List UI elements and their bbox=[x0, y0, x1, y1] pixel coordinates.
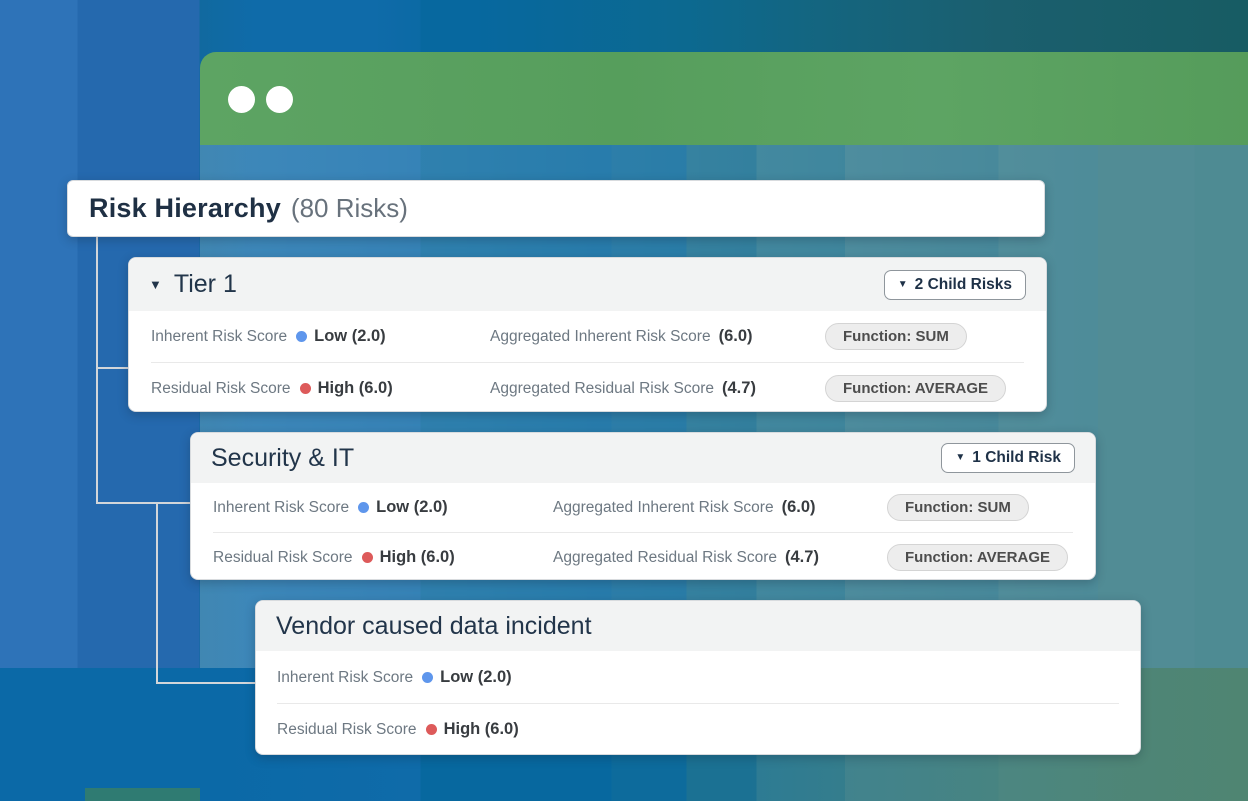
score-label: Residual Risk Score bbox=[151, 379, 291, 397]
residual-score-cell: Residual Risk Score High (6.0) bbox=[213, 548, 553, 567]
window-dot-icon bbox=[266, 86, 293, 113]
function-cell: Function: AVERAGE bbox=[825, 374, 1024, 402]
risk-score-row: Residual Risk Score High (6.0) Aggregated… bbox=[151, 362, 1024, 413]
child-risks-label: 2 Child Risks bbox=[914, 275, 1012, 293]
score-label: Residual Risk Score bbox=[277, 721, 417, 738]
aggregated-label: Aggregated Inherent Risk Score bbox=[490, 328, 711, 345]
risk-score-row: Residual Risk Score High (6.0) bbox=[277, 703, 1119, 755]
aggregated-label: Aggregated Residual Risk Score bbox=[490, 379, 715, 397]
background-top-band bbox=[0, 0, 1248, 53]
high-risk-dot-icon bbox=[425, 724, 437, 735]
caret-down-icon[interactable]: ▼ bbox=[149, 277, 162, 292]
card-header: Vendor caused data incident bbox=[256, 601, 1140, 651]
inherent-score-cell: Inherent Risk Score Low (2.0) bbox=[151, 327, 490, 346]
caret-down-icon: ▼ bbox=[897, 278, 908, 290]
function-cell: Function: SUM bbox=[825, 323, 1024, 350]
score-label: Inherent Risk Score bbox=[151, 328, 288, 345]
risk-count: (80 Risks) bbox=[290, 193, 408, 223]
risk-card-tier1: ▼ Tier 1 ▼ 2 Child Risks Inherent Risk S… bbox=[128, 257, 1047, 412]
risk-hierarchy-panel: Risk Hierarchy (80 Risks) bbox=[67, 180, 1045, 237]
score-value: High (6.0) bbox=[443, 720, 519, 738]
aggregated-label: Aggregated Inherent Risk Score bbox=[553, 499, 774, 516]
high-risk-dot-icon bbox=[299, 382, 311, 394]
high-risk-dot-icon bbox=[361, 551, 373, 563]
connector-line-to-tier1 bbox=[96, 367, 130, 369]
card-title: Tier 1 bbox=[173, 270, 237, 298]
background-teal-strip bbox=[85, 788, 200, 801]
child-risks-label: 1 Child Risk bbox=[972, 449, 1061, 466]
aggregated-score-cell: Aggregated Residual Risk Score (4.7) bbox=[490, 379, 825, 398]
function-badge[interactable]: Function: AVERAGE bbox=[887, 543, 1068, 571]
residual-score-cell: Residual Risk Score High (6.0) bbox=[277, 720, 519, 739]
risk-score-row: Inherent Risk Score Low (2.0) bbox=[277, 651, 1119, 703]
risk-score-row: Inherent Risk Score Low (2.0) Aggregated … bbox=[151, 311, 1024, 362]
connector-line-to-vendor bbox=[156, 682, 259, 684]
score-value: Low (2.0) bbox=[376, 498, 448, 516]
risk-card-security-it: Security & IT ▼ 1 Child Risk Inherent Ri… bbox=[190, 432, 1096, 580]
card-header: Security & IT ▼ 1 Child Risk bbox=[191, 433, 1095, 483]
score-value: High (6.0) bbox=[379, 547, 455, 566]
aggregated-value: (4.7) bbox=[785, 547, 819, 566]
child-risks-button[interactable]: ▼ 1 Child Risk bbox=[941, 443, 1075, 473]
aggregated-score-cell: Aggregated Residual Risk Score (4.7) bbox=[553, 548, 887, 567]
card-title: Security & IT bbox=[211, 443, 355, 472]
connector-line-to-security bbox=[96, 502, 192, 504]
risk-score-row: Inherent Risk Score Low (2.0) Aggregated … bbox=[213, 483, 1073, 532]
page-title: Risk Hierarchy bbox=[89, 193, 281, 223]
child-risks-button[interactable]: ▼ 2 Child Risks bbox=[883, 269, 1026, 300]
score-label: Residual Risk Score bbox=[213, 548, 353, 566]
card-title: Vendor caused data incident bbox=[276, 611, 592, 640]
function-cell: Function: AVERAGE bbox=[887, 543, 1073, 571]
score-label: Inherent Risk Score bbox=[277, 668, 414, 686]
aggregated-value: (6.0) bbox=[718, 327, 753, 345]
function-badge[interactable]: Function: AVERAGE bbox=[825, 374, 1006, 402]
score-value: Low (2.0) bbox=[314, 327, 386, 345]
window-dot-icon bbox=[228, 86, 255, 113]
aggregated-value: (6.0) bbox=[781, 498, 816, 516]
residual-score-cell: Residual Risk Score High (6.0) bbox=[151, 379, 490, 398]
low-risk-dot-icon bbox=[358, 502, 370, 513]
score-value: Low (2.0) bbox=[440, 667, 512, 686]
connector-line-vertical bbox=[96, 236, 98, 504]
aggregated-score-cell: Aggregated Inherent Risk Score (6.0) bbox=[490, 327, 825, 346]
inherent-score-cell: Inherent Risk Score Low (2.0) bbox=[213, 498, 553, 517]
card-header: ▼ Tier 1 ▼ 2 Child Risks bbox=[129, 258, 1046, 311]
inherent-score-cell: Inherent Risk Score Low (2.0) bbox=[277, 668, 512, 687]
low-risk-dot-icon bbox=[422, 671, 434, 683]
connector-line-vertical-2 bbox=[156, 502, 158, 684]
function-badge[interactable]: Function: SUM bbox=[825, 323, 967, 350]
aggregated-score-cell: Aggregated Inherent Risk Score (6.0) bbox=[553, 498, 887, 517]
aggregated-value: (4.7) bbox=[722, 378, 756, 397]
function-cell: Function: SUM bbox=[887, 494, 1073, 521]
score-value: High (6.0) bbox=[317, 378, 393, 397]
low-risk-dot-icon bbox=[296, 331, 308, 342]
risk-score-row: Residual Risk Score High (6.0) Aggregated… bbox=[213, 532, 1073, 581]
aggregated-label: Aggregated Residual Risk Score bbox=[553, 548, 778, 566]
window-chrome-bar bbox=[200, 52, 1248, 145]
score-label: Inherent Risk Score bbox=[213, 499, 350, 516]
risk-card-vendor-incident: Vendor caused data incident Inherent Ris… bbox=[255, 600, 1141, 755]
function-badge[interactable]: Function: SUM bbox=[887, 494, 1029, 521]
caret-down-icon: ▼ bbox=[955, 452, 966, 463]
